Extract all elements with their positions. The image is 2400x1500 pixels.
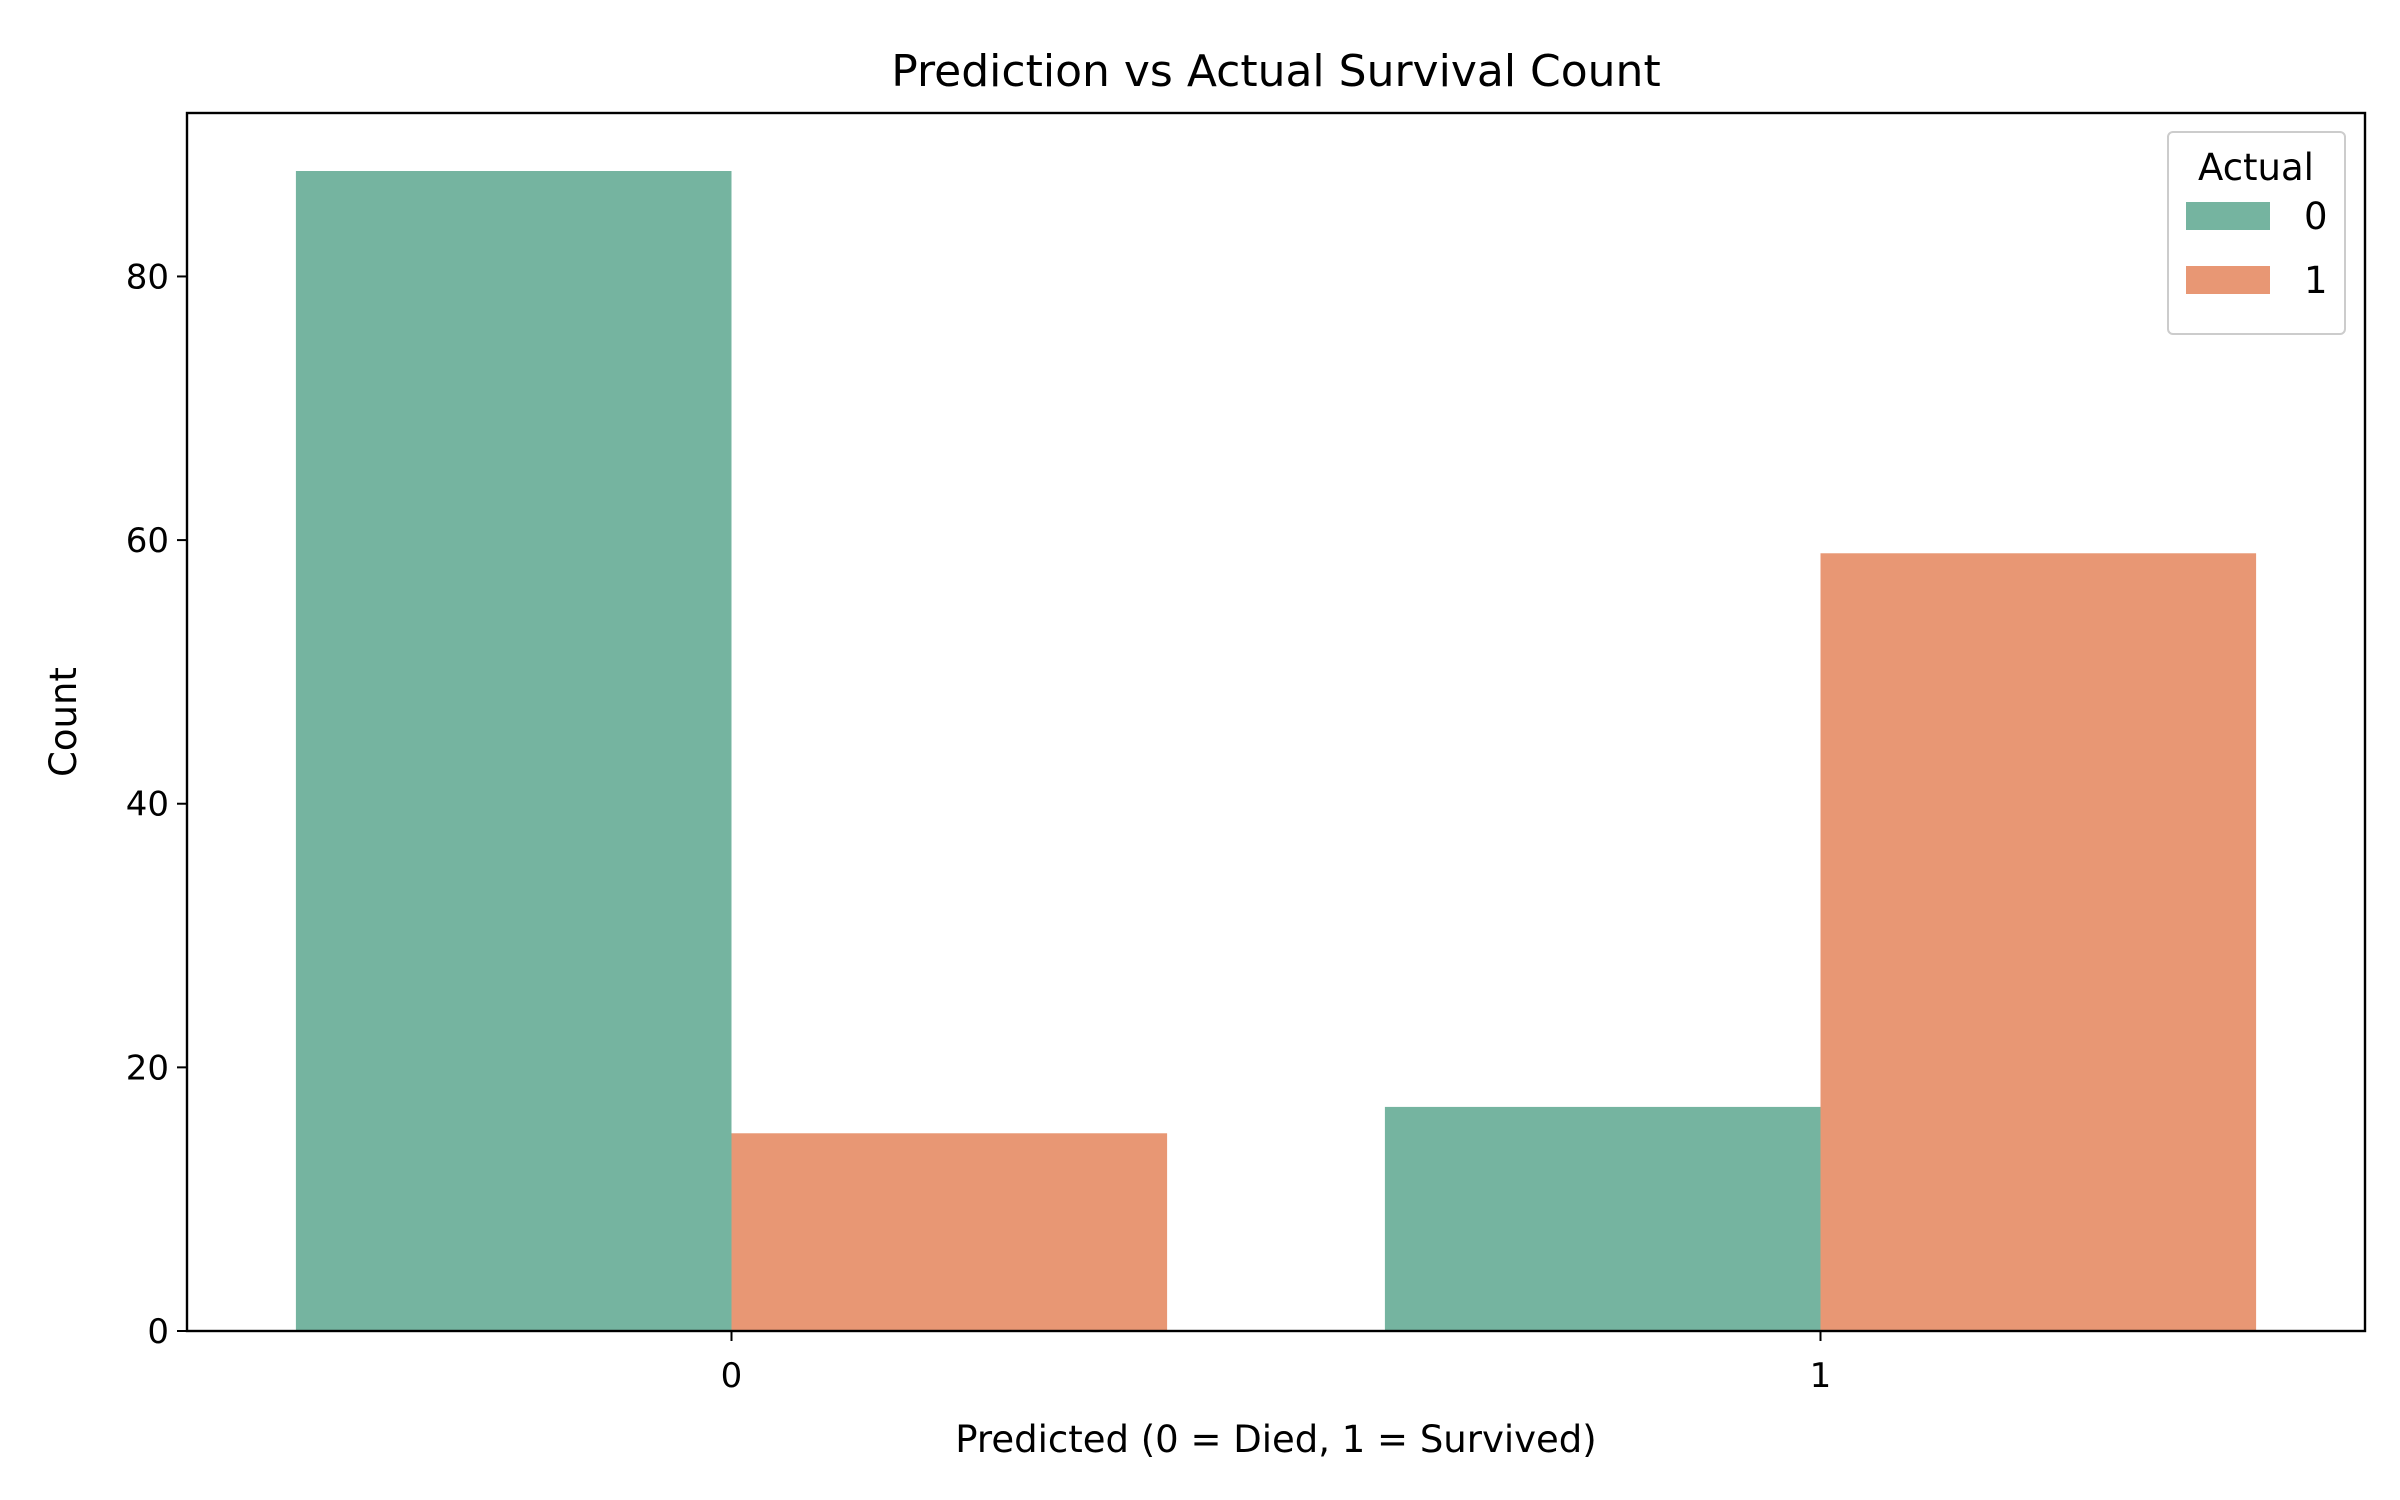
bar-actual-0-predicted-1: [1384, 1106, 1821, 1331]
chart-title: Prediction vs Actual Survival Count: [891, 46, 1660, 97]
y-tick-label: 40: [126, 785, 169, 825]
legend-label-0: 0: [2304, 195, 2328, 238]
y-axis-label: Count: [42, 667, 85, 777]
y-tick-label: 0: [147, 1312, 169, 1352]
y-axis: 0 20 40 60 80: [126, 257, 187, 1352]
y-tick-label: 20: [126, 1048, 169, 1088]
y-tick-label: 60: [126, 521, 169, 561]
y-tick-label: 80: [126, 257, 169, 297]
bar-actual-1-predicted-1: [1820, 553, 2257, 1331]
legend-label-1: 1: [2304, 259, 2328, 302]
x-tick-label: 0: [721, 1356, 743, 1396]
bar-actual-1-predicted-0: [731, 1133, 1168, 1331]
bar-actual-0-predicted-0: [295, 171, 732, 1331]
x-tick-label: 1: [1810, 1356, 1832, 1396]
bars-group: [295, 171, 2257, 1331]
legend-swatch-1: [2186, 266, 2270, 294]
legend-items: 01: [2186, 195, 2328, 302]
legend-title: Actual: [2198, 146, 2314, 189]
x-axis-label: Predicted (0 = Died, 1 = Survived): [955, 1418, 1596, 1461]
plot-frame: [185, 111, 2367, 1333]
legend: Actual 01: [2167, 131, 2346, 335]
legend-swatch-0: [2186, 202, 2270, 230]
